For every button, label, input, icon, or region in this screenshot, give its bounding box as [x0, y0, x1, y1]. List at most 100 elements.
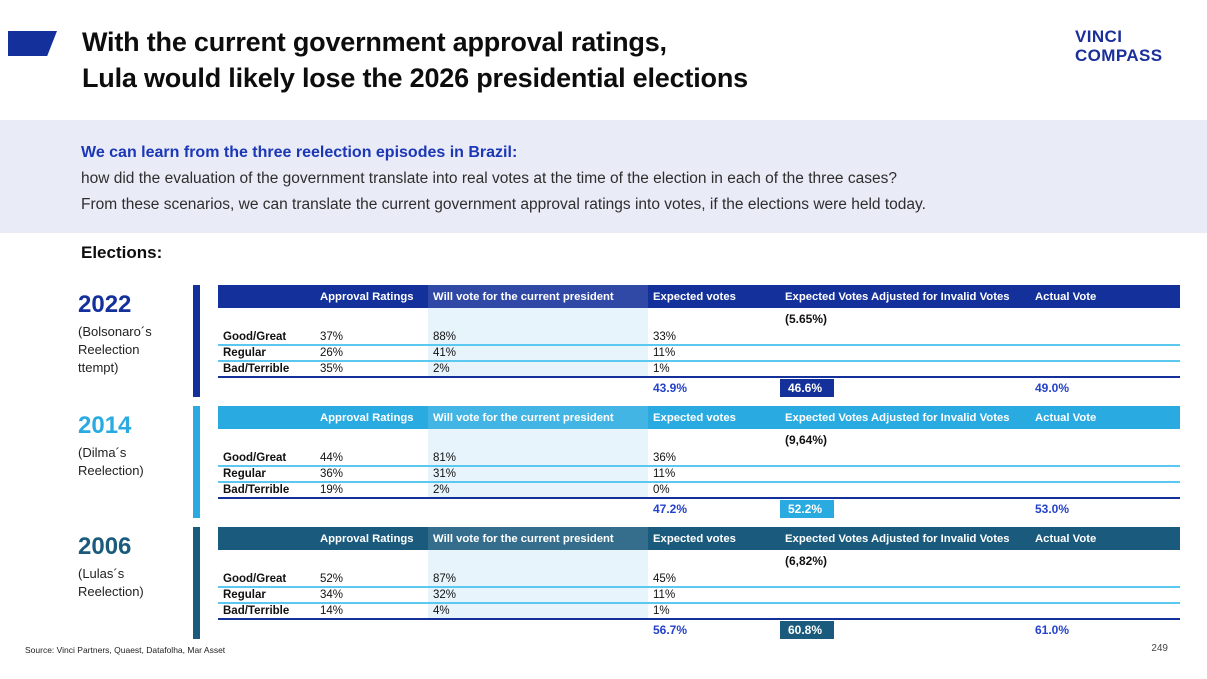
- year-block: 2014 (Dilma´s Reelection): [78, 412, 182, 480]
- election-table: Approval Ratings Will vote for the curre…: [218, 285, 1180, 397]
- will-vote-value: 88%: [428, 330, 648, 344]
- will-vote-value: 87%: [428, 572, 648, 586]
- header-adjusted-votes: Expected Votes Adjusted for Invalid Vote…: [785, 411, 1010, 424]
- title-line-2: Lula would likely lose the 2026 presiden…: [82, 63, 748, 93]
- approval-value: 14%: [320, 605, 344, 617]
- header-adjusted-votes: Expected Votes Adjusted for Invalid Vote…: [785, 532, 1010, 545]
- header-expected-votes: Expected votes: [653, 532, 736, 545]
- actual-vote-total: 49.0%: [1035, 380, 1070, 395]
- intro-box: We can learn from the three reelection e…: [0, 120, 1207, 233]
- totals-row: 43.9% 46.6% 49.0%: [218, 378, 1180, 397]
- table-row: Regular 26% 41% 11%: [218, 346, 1180, 362]
- expected-total: 47.2%: [653, 501, 688, 516]
- accent-bar: [193, 285, 200, 397]
- election-table: Approval Ratings Will vote for the curre…: [218, 406, 1180, 518]
- title-accent-shape: [8, 31, 57, 56]
- expected-value: 1%: [653, 605, 670, 617]
- invalid-adjustment-value: (5.65%): [785, 312, 828, 326]
- election-section-2014: 2014 (Dilma´s Reelection) Approval Ratin…: [78, 406, 1182, 519]
- header-approval-ratings: Approval Ratings: [320, 532, 414, 545]
- header-expected-votes: Expected votes: [653, 411, 736, 424]
- expected-value: 1%: [653, 363, 670, 375]
- intro-line-1: how did the evaluation of the government…: [81, 170, 897, 187]
- header-actual-vote: Actual Vote: [1035, 290, 1097, 303]
- adjusted-total-badge: 60.8%: [780, 620, 834, 639]
- adjusted-total-badge: 52.2%: [780, 499, 834, 518]
- expected-value: 45%: [653, 573, 677, 585]
- header-expected-votes: Expected votes: [653, 290, 736, 303]
- approval-value: 34%: [320, 589, 344, 601]
- totals-row: 56.7% 60.8% 61.0%: [218, 620, 1180, 639]
- will-vote-value: 32%: [428, 588, 648, 602]
- approval-value: 35%: [320, 363, 344, 375]
- intro-heading: We can learn from the three reelection e…: [81, 144, 518, 161]
- table-row: Bad/Terrible 14% 4% 1%: [218, 604, 1180, 620]
- row-label: Regular: [223, 589, 266, 601]
- expected-value: 33%: [653, 331, 677, 343]
- will-vote-value: 2%: [428, 362, 648, 376]
- election-section-2022: 2022 (Bolsonaro´s Reelection ttempt) App…: [78, 285, 1182, 398]
- table-header-row: Approval Ratings Will vote for the curre…: [218, 527, 1180, 550]
- elections-heading: Elections:: [81, 243, 163, 262]
- approval-value: 26%: [320, 347, 344, 359]
- will-vote-value: 4%: [428, 604, 648, 618]
- accent-bar: [193, 406, 200, 518]
- expected-value: 36%: [653, 452, 677, 464]
- header-approval-ratings: Approval Ratings: [320, 290, 414, 303]
- page-number: 249: [1151, 643, 1168, 654]
- will-vote-value: 41%: [428, 346, 648, 360]
- logo-line-1: VINCI: [1075, 27, 1123, 46]
- header-actual-vote: Actual Vote: [1035, 411, 1097, 424]
- table-row: Regular 36% 31% 11%: [218, 467, 1180, 483]
- year-block: 2006 (Lulas´s Reelection): [78, 533, 182, 601]
- approval-value: 52%: [320, 573, 344, 585]
- logo-line-2: COMPASS: [1075, 46, 1163, 65]
- row-label: Good/Great: [223, 573, 287, 585]
- row-label: Regular: [223, 347, 266, 359]
- year-block: 2022 (Bolsonaro´s Reelection ttempt): [78, 291, 182, 377]
- election-subtitle: (Lulas´s Reelection): [78, 566, 144, 599]
- invalid-adjustment-row: (9,64%): [218, 429, 1180, 451]
- header-actual-vote: Actual Vote: [1035, 532, 1097, 545]
- row-label: Bad/Terrible: [223, 363, 290, 375]
- header-approval-ratings: Approval Ratings: [320, 411, 414, 424]
- approval-value: 19%: [320, 484, 344, 496]
- election-year: 2022: [78, 291, 132, 318]
- accent-bar: [193, 527, 200, 639]
- table-row: Good/Great 52% 87% 45%: [218, 572, 1180, 588]
- header-will-vote: Will vote for the current president: [428, 527, 648, 550]
- actual-vote-total: 53.0%: [1035, 501, 1070, 516]
- header-adjusted-votes: Expected Votes Adjusted for Invalid Vote…: [785, 290, 1010, 303]
- invalid-adjustment-row: (5.65%): [218, 308, 1180, 330]
- header-will-vote: Will vote for the current president: [428, 406, 648, 429]
- expected-total: 56.7%: [653, 622, 688, 637]
- election-year: 2006: [78, 533, 132, 560]
- invalid-adjustment-row: (6,82%): [218, 550, 1180, 572]
- table-row: Good/Great 37% 88% 33%: [218, 330, 1180, 346]
- adjusted-total-badge: 46.6%: [780, 378, 834, 397]
- expected-value: 11%: [653, 347, 676, 359]
- election-subtitle: (Dilma´s Reelection): [78, 445, 144, 478]
- table-row: Bad/Terrible 19% 2% 0%: [218, 483, 1180, 499]
- row-label: Bad/Terrible: [223, 605, 290, 617]
- election-subtitle: (Bolsonaro´s Reelection ttempt): [78, 324, 152, 375]
- will-vote-value: 2%: [428, 483, 648, 497]
- will-vote-value: 31%: [428, 467, 648, 481]
- table-row: Regular 34% 32% 11%: [218, 588, 1180, 604]
- page-title: With the current government approval rat…: [82, 24, 748, 96]
- approval-value: 44%: [320, 452, 344, 464]
- actual-vote-total: 61.0%: [1035, 622, 1070, 637]
- will-vote-value: 81%: [428, 451, 648, 465]
- title-line-1: With the current government approval rat…: [82, 27, 667, 57]
- election-table: Approval Ratings Will vote for the curre…: [218, 527, 1180, 639]
- expected-total: 43.9%: [653, 380, 688, 395]
- source-note: Source: Vinci Partners, Quaest, Datafolh…: [25, 645, 226, 655]
- row-label: Regular: [223, 468, 266, 480]
- expected-value: 0%: [653, 484, 670, 496]
- expected-value: 11%: [653, 468, 676, 480]
- row-label: Good/Great: [223, 452, 287, 464]
- invalid-adjustment-value: (6,82%): [785, 554, 828, 568]
- table-row: Bad/Terrible 35% 2% 1%: [218, 362, 1180, 378]
- election-year: 2014: [78, 412, 132, 439]
